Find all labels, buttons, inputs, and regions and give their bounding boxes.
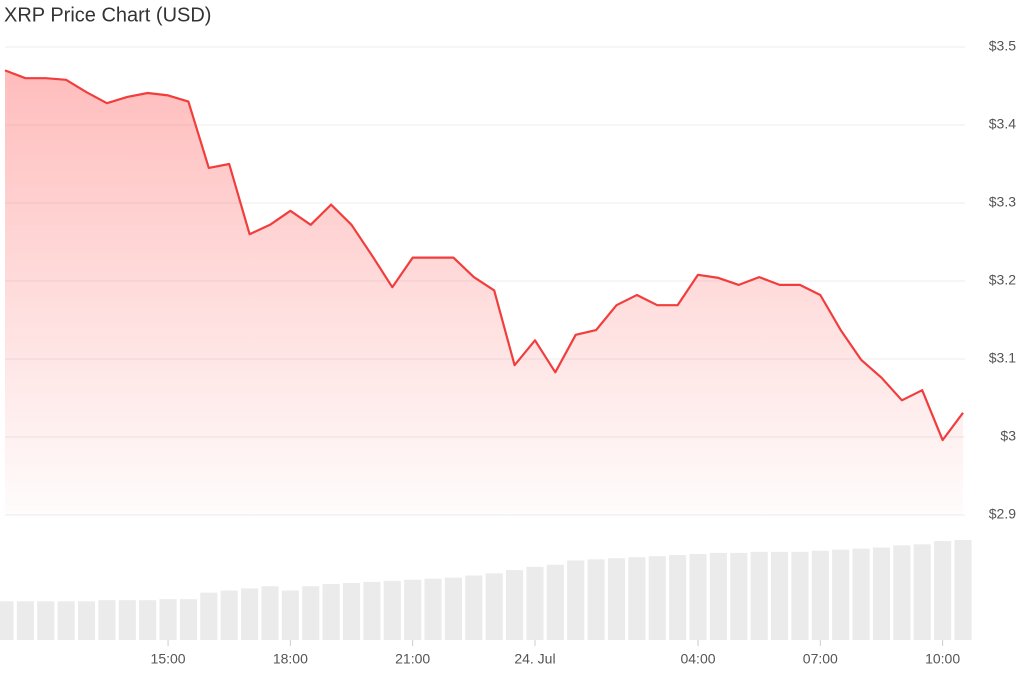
- volume-bar: [791, 551, 809, 640]
- volume-bar: [444, 577, 462, 640]
- volume-bar: [506, 570, 524, 640]
- volume-bar: [342, 583, 361, 640]
- y-tick-label: $2.9: [989, 506, 1016, 522]
- volume-bar: [934, 541, 952, 640]
- volume-bar: [465, 575, 483, 640]
- volume-bar: [689, 553, 707, 640]
- price-area: [5, 70, 963, 516]
- volume-bar: [179, 599, 198, 640]
- volume-bar: [363, 581, 381, 640]
- volume-bar: [770, 551, 789, 640]
- volume-bar: [526, 566, 544, 640]
- volume-bar: [77, 601, 96, 640]
- volume-bar: [302, 586, 320, 640]
- x-tick-label: 15:00: [151, 651, 186, 667]
- volume-bar: [852, 548, 870, 640]
- y-tick-label: $3.4: [989, 116, 1016, 132]
- volume-bar: [322, 584, 340, 640]
- volume-bar: [832, 549, 850, 640]
- volume-bar: [607, 558, 626, 640]
- volume-bar: [241, 588, 259, 640]
- volume-bar: [404, 579, 422, 640]
- volume-bar: [16, 601, 34, 640]
- volume-bar: [98, 600, 116, 640]
- volume-bar: [811, 550, 829, 640]
- chart-title: XRP Price Chart (USD): [4, 4, 211, 26]
- volume-bar: [730, 552, 748, 640]
- volume-bar: [709, 552, 727, 640]
- volume-bar: [485, 573, 503, 640]
- x-tick-label: 18:00: [273, 651, 308, 667]
- x-tick-label: 24. Jul: [514, 651, 555, 667]
- volume-bar: [220, 590, 238, 640]
- x-tick-label: 04:00: [680, 651, 715, 667]
- y-tick-label: $3: [1000, 428, 1016, 444]
- volume-bar: [872, 547, 891, 640]
- volume-bar: [261, 586, 279, 640]
- price-line: [4, 69, 964, 442]
- volume-bar: [954, 540, 972, 640]
- volume-bar: [57, 601, 75, 640]
- volume-bar: [281, 590, 299, 640]
- volume-bar: [118, 600, 136, 640]
- volume-bar: [628, 557, 646, 640]
- x-tick-label: 10:00: [925, 651, 960, 667]
- volume-bar: [159, 599, 177, 640]
- volume-bar: [200, 592, 218, 640]
- y-tick-label: $3.3: [989, 194, 1016, 210]
- volume-bar: [567, 560, 585, 640]
- volume-bar: [913, 544, 931, 640]
- volume-bar: [750, 551, 768, 640]
- volume-bar: [139, 600, 157, 640]
- y-tick-label: $3.1: [989, 350, 1016, 366]
- x-tick-label: 07:00: [803, 651, 838, 667]
- y-tick-label: $3.5: [989, 38, 1016, 54]
- volume-bar: [0, 601, 14, 640]
- volume-bar: [893, 545, 911, 640]
- volume-bar: [587, 559, 605, 640]
- volume-bar: [648, 556, 666, 640]
- volume-bar: [37, 601, 55, 640]
- volume-bar: [383, 580, 401, 640]
- x-tick-label: 21:00: [395, 651, 430, 667]
- y-tick-label: $3.2: [989, 272, 1016, 288]
- volume-bar: [546, 564, 564, 640]
- volume-bar: [669, 555, 687, 640]
- volume-bar: [424, 578, 442, 640]
